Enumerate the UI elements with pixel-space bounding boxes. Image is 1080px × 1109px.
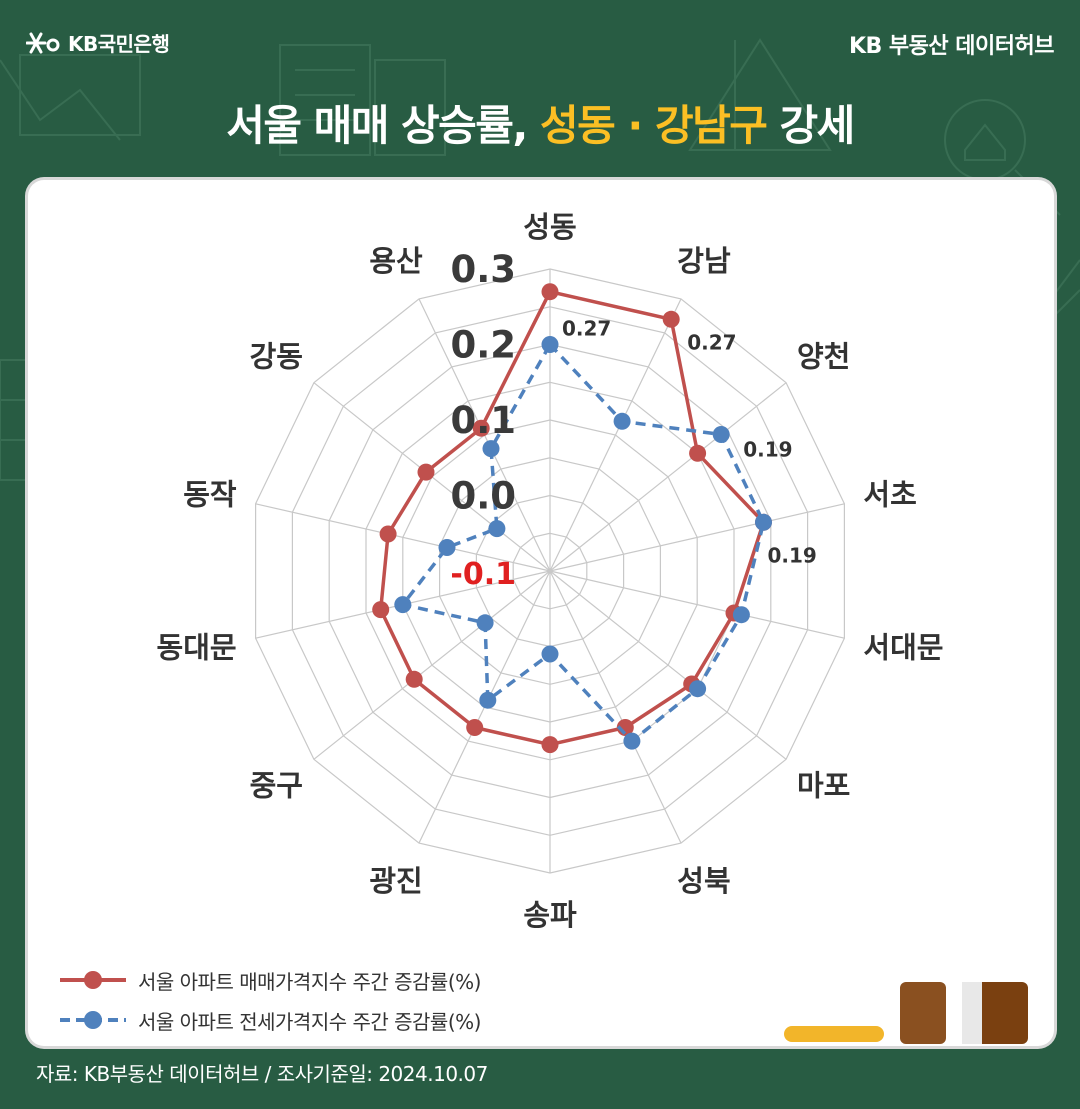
tick-label: 0.3	[450, 248, 516, 291]
point-sale-11	[379, 525, 397, 543]
grid-spoke	[549, 570, 845, 639]
title-separator: ·	[614, 101, 655, 150]
grid-spoke	[313, 570, 551, 760]
data-label: 0.19	[743, 438, 792, 462]
point-sale-12	[417, 463, 435, 481]
title-highlight-seongdong: 성동	[540, 101, 616, 150]
category-label: 광진	[369, 864, 422, 898]
legend-label-sale: 서울 아파트 매매가격지수 주간 증감률(%)	[138, 969, 481, 994]
tick-label: 0.2	[450, 324, 516, 367]
point-jeonse-4	[732, 606, 750, 624]
chart-legend: 서울 아파트 매매가격지수 주간 증감률(%) 서울 아파트 전세가격지수 주간…	[58, 960, 481, 1040]
title-highlight-gangnam: 강남구	[654, 101, 768, 150]
category-label: 성북	[677, 864, 730, 898]
legend-item-jeonse: 서울 아파트 전세가격지수 주간 증감률(%)	[58, 1000, 481, 1040]
point-jeonse-2	[712, 426, 730, 443]
point-jeonse-13	[482, 440, 500, 458]
point-jeonse-10	[394, 596, 412, 614]
grid-spoke	[549, 570, 682, 844]
category-label: 용산	[369, 244, 423, 278]
category-label: 서대문	[863, 631, 943, 665]
legend-item-sale: 서울 아파트 매매가격지수 주간 증감률(%)	[58, 960, 481, 1000]
category-label: 서초	[863, 478, 916, 512]
legend-label-jeonse: 서울 아파트 전세가격지수 주간 증감률(%)	[138, 1009, 481, 1034]
category-label: 동대문	[157, 631, 237, 665]
category-label: 양천	[797, 340, 850, 374]
point-jeonse-8	[479, 691, 497, 709]
category-label: 강동	[250, 340, 303, 374]
point-sale-7	[541, 736, 559, 754]
grid-spoke	[549, 570, 787, 760]
data-label: 0.27	[562, 317, 611, 341]
kb-bank-logo: KB국민은행	[26, 28, 170, 57]
point-sale-2	[689, 444, 707, 462]
point-jeonse-11	[438, 539, 456, 556]
category-label: 송파	[523, 898, 577, 932]
category-label: 마포	[797, 769, 850, 803]
point-jeonse-9	[476, 614, 494, 632]
point-jeonse-3	[755, 513, 772, 531]
point-sale-8	[466, 719, 484, 736]
point-jeonse-0	[541, 336, 559, 353]
category-label: 강남	[677, 244, 731, 278]
brand-name: KB 부동산 데이터허브	[848, 34, 1055, 59]
grid-spoke	[549, 382, 787, 572]
point-jeonse-6	[623, 732, 641, 750]
title-prefix: 서울 매매 상승률,	[226, 101, 540, 150]
grid-spoke	[255, 503, 551, 572]
white-book-decoration	[962, 982, 982, 1044]
logo-text: KB국민은행	[68, 32, 170, 56]
category-label: 동작	[183, 478, 237, 512]
dark-brown-book-decoration	[982, 982, 1028, 1044]
point-sale-9	[405, 670, 423, 688]
grid-spoke	[549, 298, 682, 572]
brown-book-decoration	[900, 982, 946, 1044]
source-note: 자료: KB부동산 데이터허브 / 조사기준일: 2024.10.07	[36, 1062, 488, 1086]
point-sale-10	[372, 601, 390, 619]
grid-spoke	[549, 503, 845, 572]
data-label: 0.27	[687, 330, 736, 354]
tick-label: 0.0	[450, 475, 516, 518]
tick-label: 0.1	[450, 399, 516, 442]
kb-star-icon	[26, 32, 60, 53]
category-label: 성동	[523, 210, 576, 244]
category-label: 중구	[250, 769, 303, 803]
point-sale-1	[662, 310, 680, 328]
point-sale-13	[472, 419, 490, 437]
point-jeonse-7	[541, 645, 559, 663]
data-label: 0.19	[768, 543, 817, 567]
title-suffix: 강세	[766, 101, 856, 150]
legend-marker-sale	[60, 971, 126, 989]
page-title: 서울 매매 상승률, 성동 · 강남구 강세	[0, 92, 1080, 153]
tick-label: -0.1	[450, 557, 516, 592]
point-sale-0	[541, 283, 559, 301]
legend-marker-jeonse	[60, 1011, 126, 1029]
yellow-bar-decoration	[784, 1026, 884, 1042]
point-jeonse-12	[488, 520, 506, 538]
point-jeonse-1	[613, 412, 631, 430]
point-jeonse-5	[689, 680, 707, 698]
